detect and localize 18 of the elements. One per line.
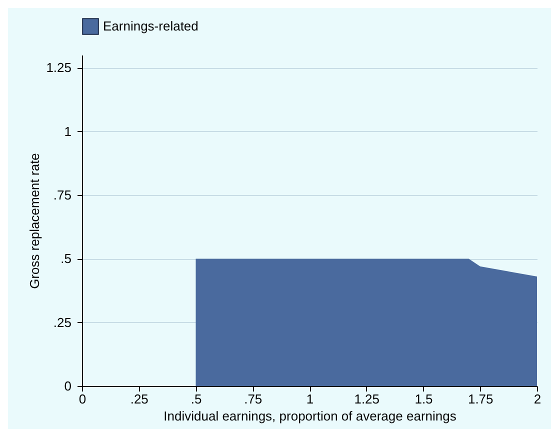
x-tick-label: .5 — [190, 392, 202, 406]
x-tick-label: 1 — [306, 392, 314, 406]
x-axis-title: Individual earnings, proportion of average earnings — [164, 408, 457, 424]
y-tick-label: .25 — [53, 314, 72, 330]
y-axis-title: Gross replacement rate — [27, 153, 42, 289]
x-tick-label: 1.5 — [414, 392, 433, 406]
x-tick-label: 0 — [78, 392, 86, 406]
legend-label: Earnings-related — [103, 18, 198, 34]
x-tick-label: 1.75 — [468, 392, 494, 406]
y-tick-label: .5 — [60, 251, 72, 266]
y-tick-label: .75 — [53, 188, 72, 203]
y-tick-label: 1.25 — [46, 60, 72, 76]
x-tick-label: .75 — [244, 392, 262, 406]
x-tick-label: 1.25 — [354, 392, 380, 406]
y-tick-label: 1 — [64, 124, 72, 139]
y-tick-label: 0 — [64, 378, 72, 394]
x-tick-label: 2 — [534, 392, 542, 406]
x-tick-label: .25 — [130, 392, 148, 406]
